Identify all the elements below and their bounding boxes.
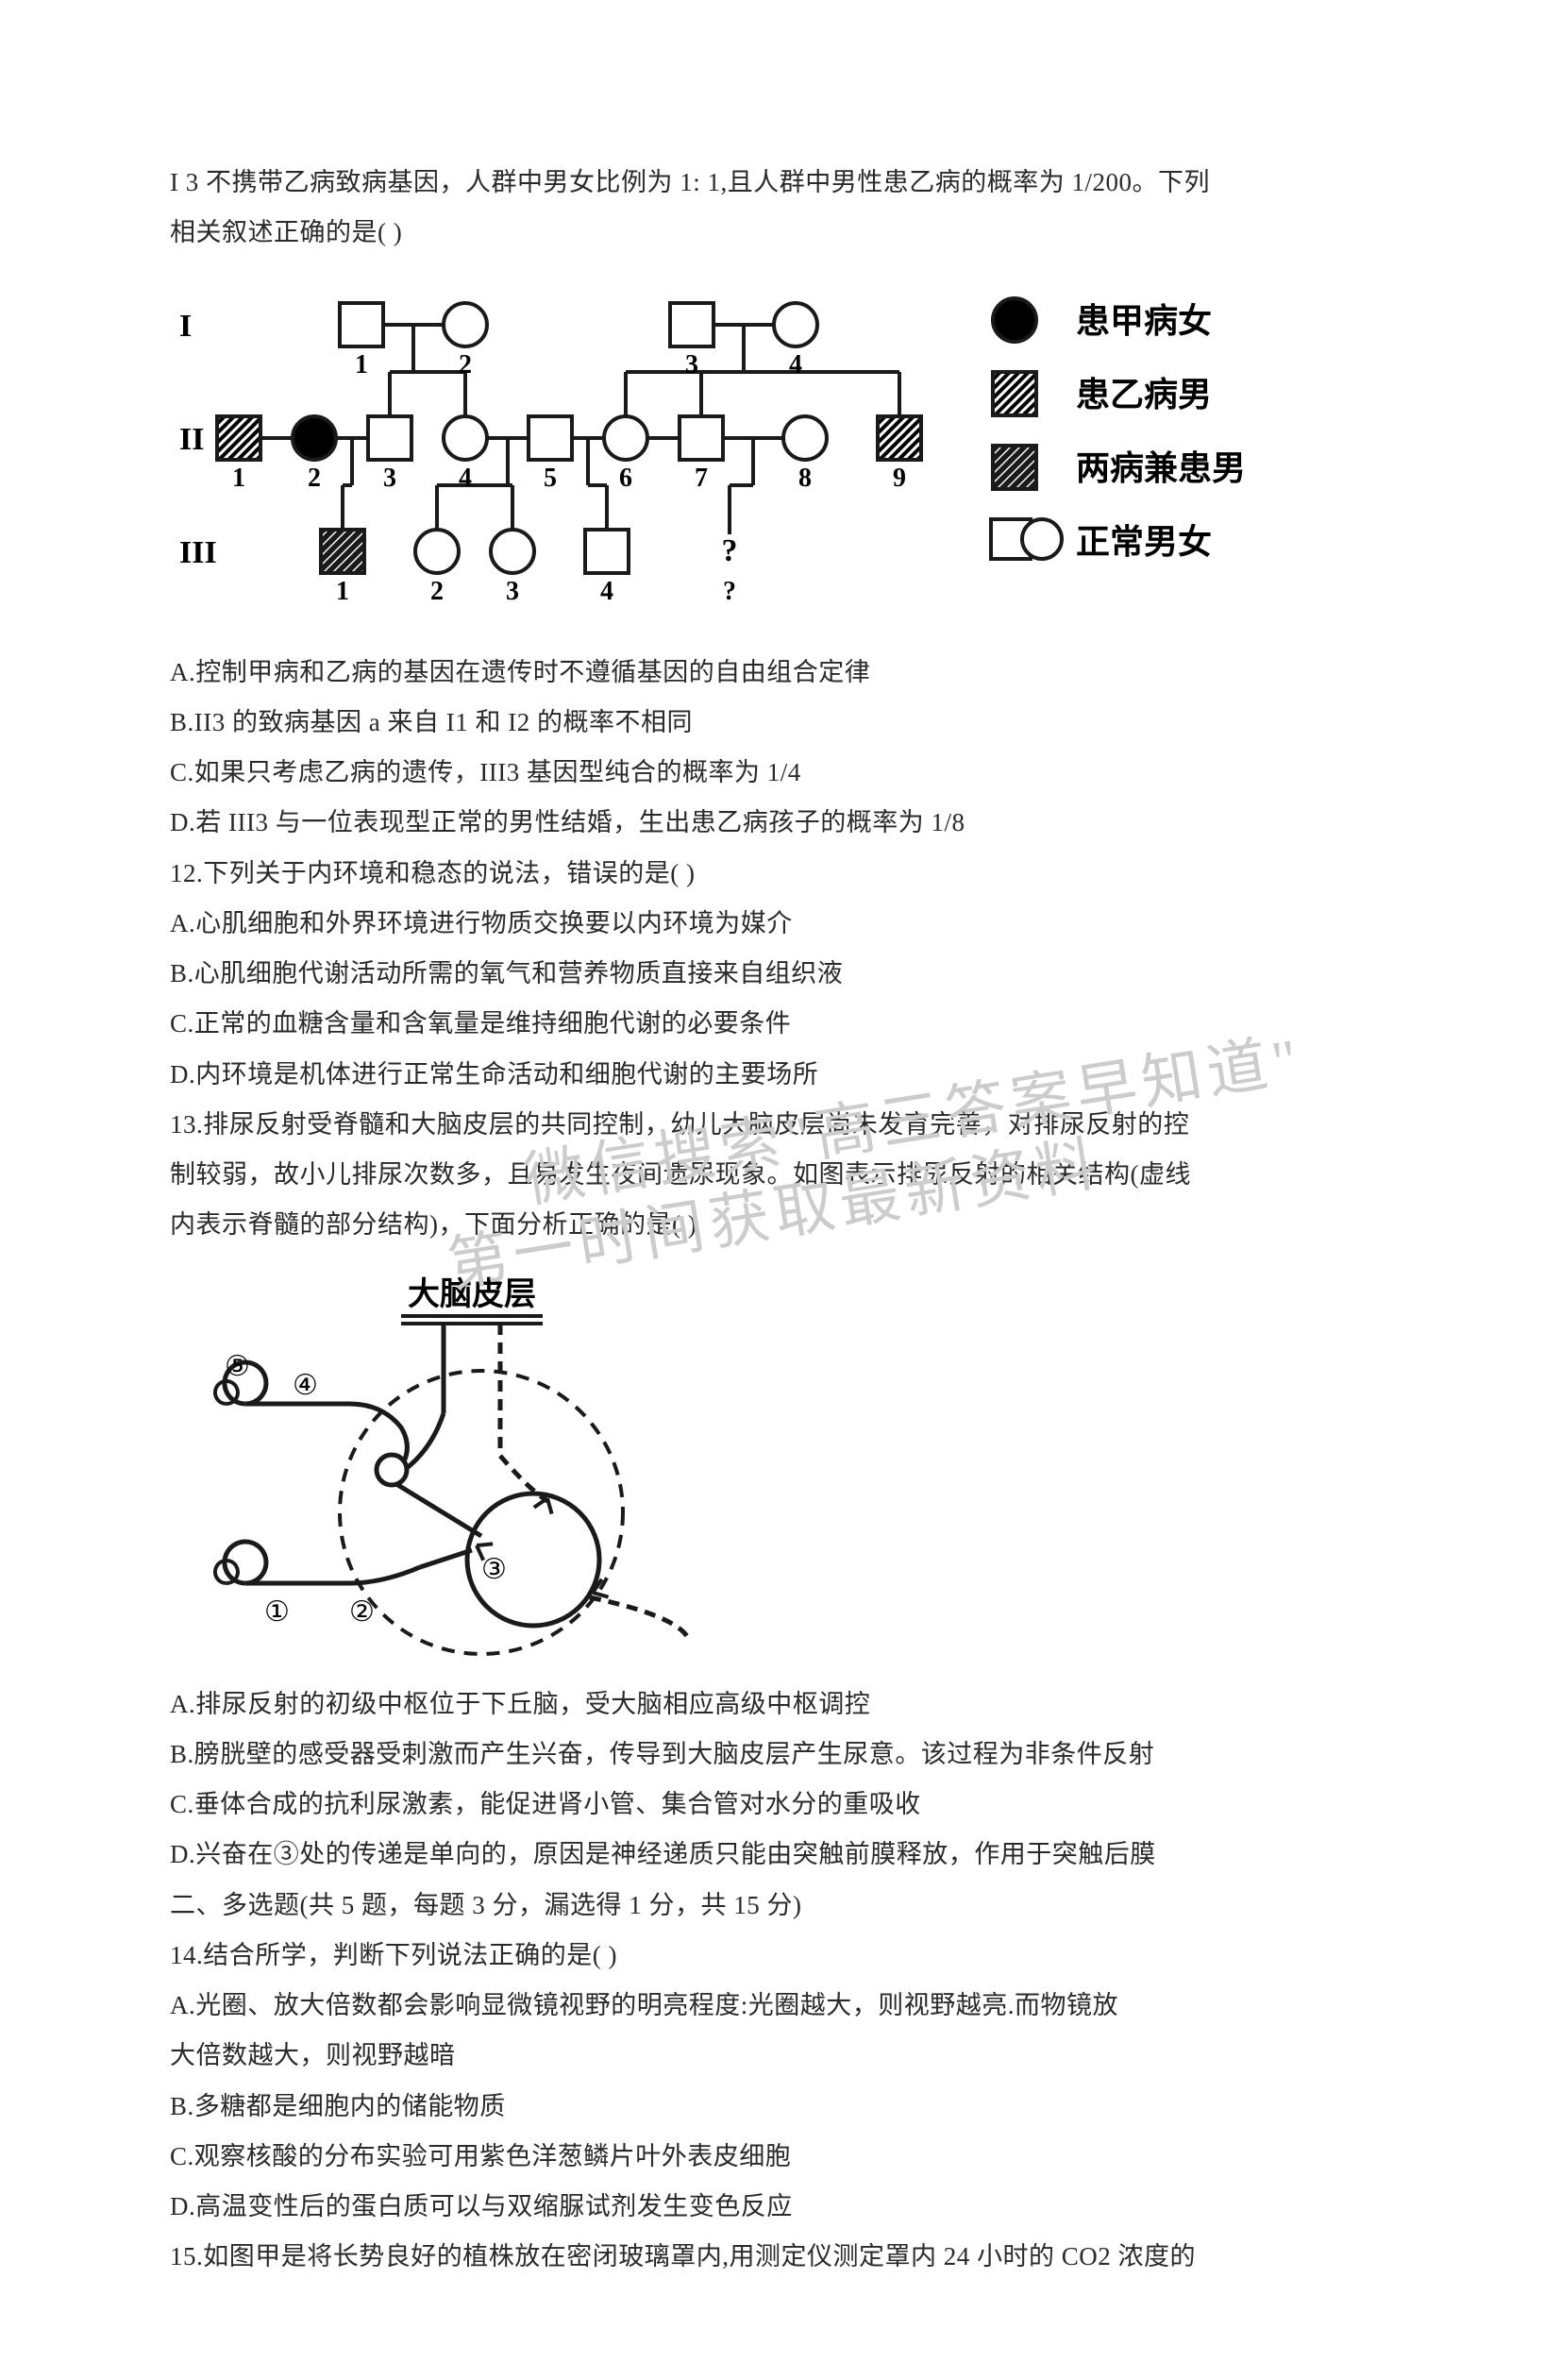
q13-stem-1: 13.排尿反射受脊髓和大脑皮层的共同控制，幼儿大脑皮层尚未发育完善，对排尿反射的… [170,1103,1391,1147]
svg-text:9: 9 [893,464,906,493]
q11-opt-c: C.如果只考虑乙病的遗传，III3 基因型纯合的概率为 1/4 [170,751,1391,795]
svg-text:患乙病男: 患乙病男 [1076,376,1212,414]
svg-text:①: ① [264,1596,290,1628]
svg-text:III: III [179,535,217,570]
q11-intro-1: I 3 不携带乙病致病基因，人群中男女比例为 1: 1,且人群中男性患乙病的概率… [170,160,1391,205]
svg-text:大脑皮层: 大脑皮层 [408,1276,536,1312]
svg-text:2: 2 [459,350,472,380]
svg-text:7: 7 [695,464,708,493]
q12-opt-a: A.心肌细胞和外界环境进行物质交换要以内环境为媒介 [170,902,1391,946]
svg-text:1: 1 [232,464,245,493]
q15-stem: 15.如图甲是将长势良好的植株放在密闭玻璃罩内,用测定仪测定罩内 24 小时的 … [170,2235,1391,2279]
q14-opt-d: D.高温变性后的蛋白质可以与双缩脲试剂发生变色反应 [170,2185,1391,2229]
q14-opt-a2: 大倍数越大，则视野越暗 [170,2034,1391,2078]
svg-text:4: 4 [789,350,802,380]
q12-opt-d: D.内环境是机体进行正常生命活动和细胞代谢的主要场所 [170,1053,1391,1097]
svg-text:2: 2 [430,577,444,606]
svg-text:3: 3 [685,350,698,380]
q14-opt-b: B.多糖都是细胞内的储能物质 [170,2085,1391,2129]
svg-text:正常男女: 正常男女 [1076,523,1212,561]
q11-intro-2: 相关叙述正确的是( ) [170,211,1391,255]
svg-text:患甲病女: 患甲病女 [1076,302,1212,340]
exam-page: 微信搜索"高三答案早知道" 第一时间获取最新资料 I 3 不携带乙病致病基因，人… [170,160,1391,2280]
svg-text:2: 2 [308,464,321,493]
svg-text:3: 3 [383,464,396,493]
q12-opt-c: C.正常的血糖含量和含氧量是维持细胞代谢的必要条件 [170,1002,1391,1046]
svg-text:④: ④ [293,1370,318,1401]
q13-stem-2: 制较弱，故小儿排尿次数多，且易发生夜间遗尿现象。如图表示排尿反射的相关结构(虚线 [170,1153,1391,1197]
q14-stem: 14.结合所学，判断下列说法正确的是( ) [170,1933,1391,1978]
svg-text:I: I [179,309,192,344]
svg-text:6: 6 [619,464,632,493]
q13-opt-b: B.膀胱壁的感受器受刺激而产生兴奋，传导到大脑皮层产生尿意。该过程为非条件反射 [170,1732,1391,1777]
svg-text:?: ? [722,533,738,568]
svg-text:1: 1 [336,577,349,606]
q13-opt-c: C.垂体合成的抗利尿激素，能促进肾小管、集合管对水分的重吸收 [170,1782,1391,1827]
q13-opt-a: A.排尿反射的初级中枢位于下丘脑，受大脑相应高级中枢调控 [170,1682,1391,1727]
svg-text:1: 1 [355,350,368,380]
q11-opt-a: A.控制甲病和乙病的基因在遗传时不遵循基因的自由组合定律 [170,650,1391,695]
svg-text:II: II [179,422,204,457]
svg-text:3: 3 [506,577,519,606]
q13-stem-3: 内表示脊髓的部分结构)，下面分析正确的是( ) [170,1203,1391,1247]
svg-text:两病兼患男: 两病兼患男 [1076,449,1246,487]
q11-opt-d: D.若 III3 与一位表现型正常的男性结婚，生出患乙病孩子的概率为 1/8 [170,801,1391,845]
q12-stem: 12.下列关于内环境和稳态的说法，错误的是( ) [170,852,1391,896]
q12-opt-b: B.心肌细胞代谢活动所需的氧气和营养物质直接来自组织液 [170,952,1391,996]
svg-text:③: ③ [481,1554,507,1585]
q14-opt-c: C.观察核酸的分布实验可用紫色洋葱鳞片叶外表皮细胞 [170,2135,1391,2179]
q13-opt-d: D.兴奋在③处的传递是单向的，原因是神经递质只能由突触前膜释放，作用于突触后膜 [170,1832,1391,1877]
svg-text:?: ? [723,577,736,606]
reflex-figure: 大脑皮层 ③ ⑤ ④ ① ② [198,1267,764,1663]
svg-text:4: 4 [459,464,472,493]
svg-text:5: 5 [544,464,557,493]
svg-text:⑤: ⑤ [225,1351,250,1382]
q11-opt-b: B.II3 的致病基因 a 来自 I1 和 I2 的概率不相同 [170,700,1391,745]
svg-text:8: 8 [798,464,812,493]
q14-opt-a1: A.光圈、放大倍数都会影响显微镜视野的明亮程度:光圈越大，则视野越亮.而物镜放 [170,1983,1391,2028]
section2-header: 二、多选题(共 5 题，每题 3 分，漏选得 1 分，共 15 分) [170,1883,1391,1928]
svg-text:4: 4 [600,577,613,606]
pedigree-figure: IIIIII12341234567891234?? 患甲病女患乙病男两病兼患男正… [170,273,1397,632]
svg-text:②: ② [349,1596,375,1628]
